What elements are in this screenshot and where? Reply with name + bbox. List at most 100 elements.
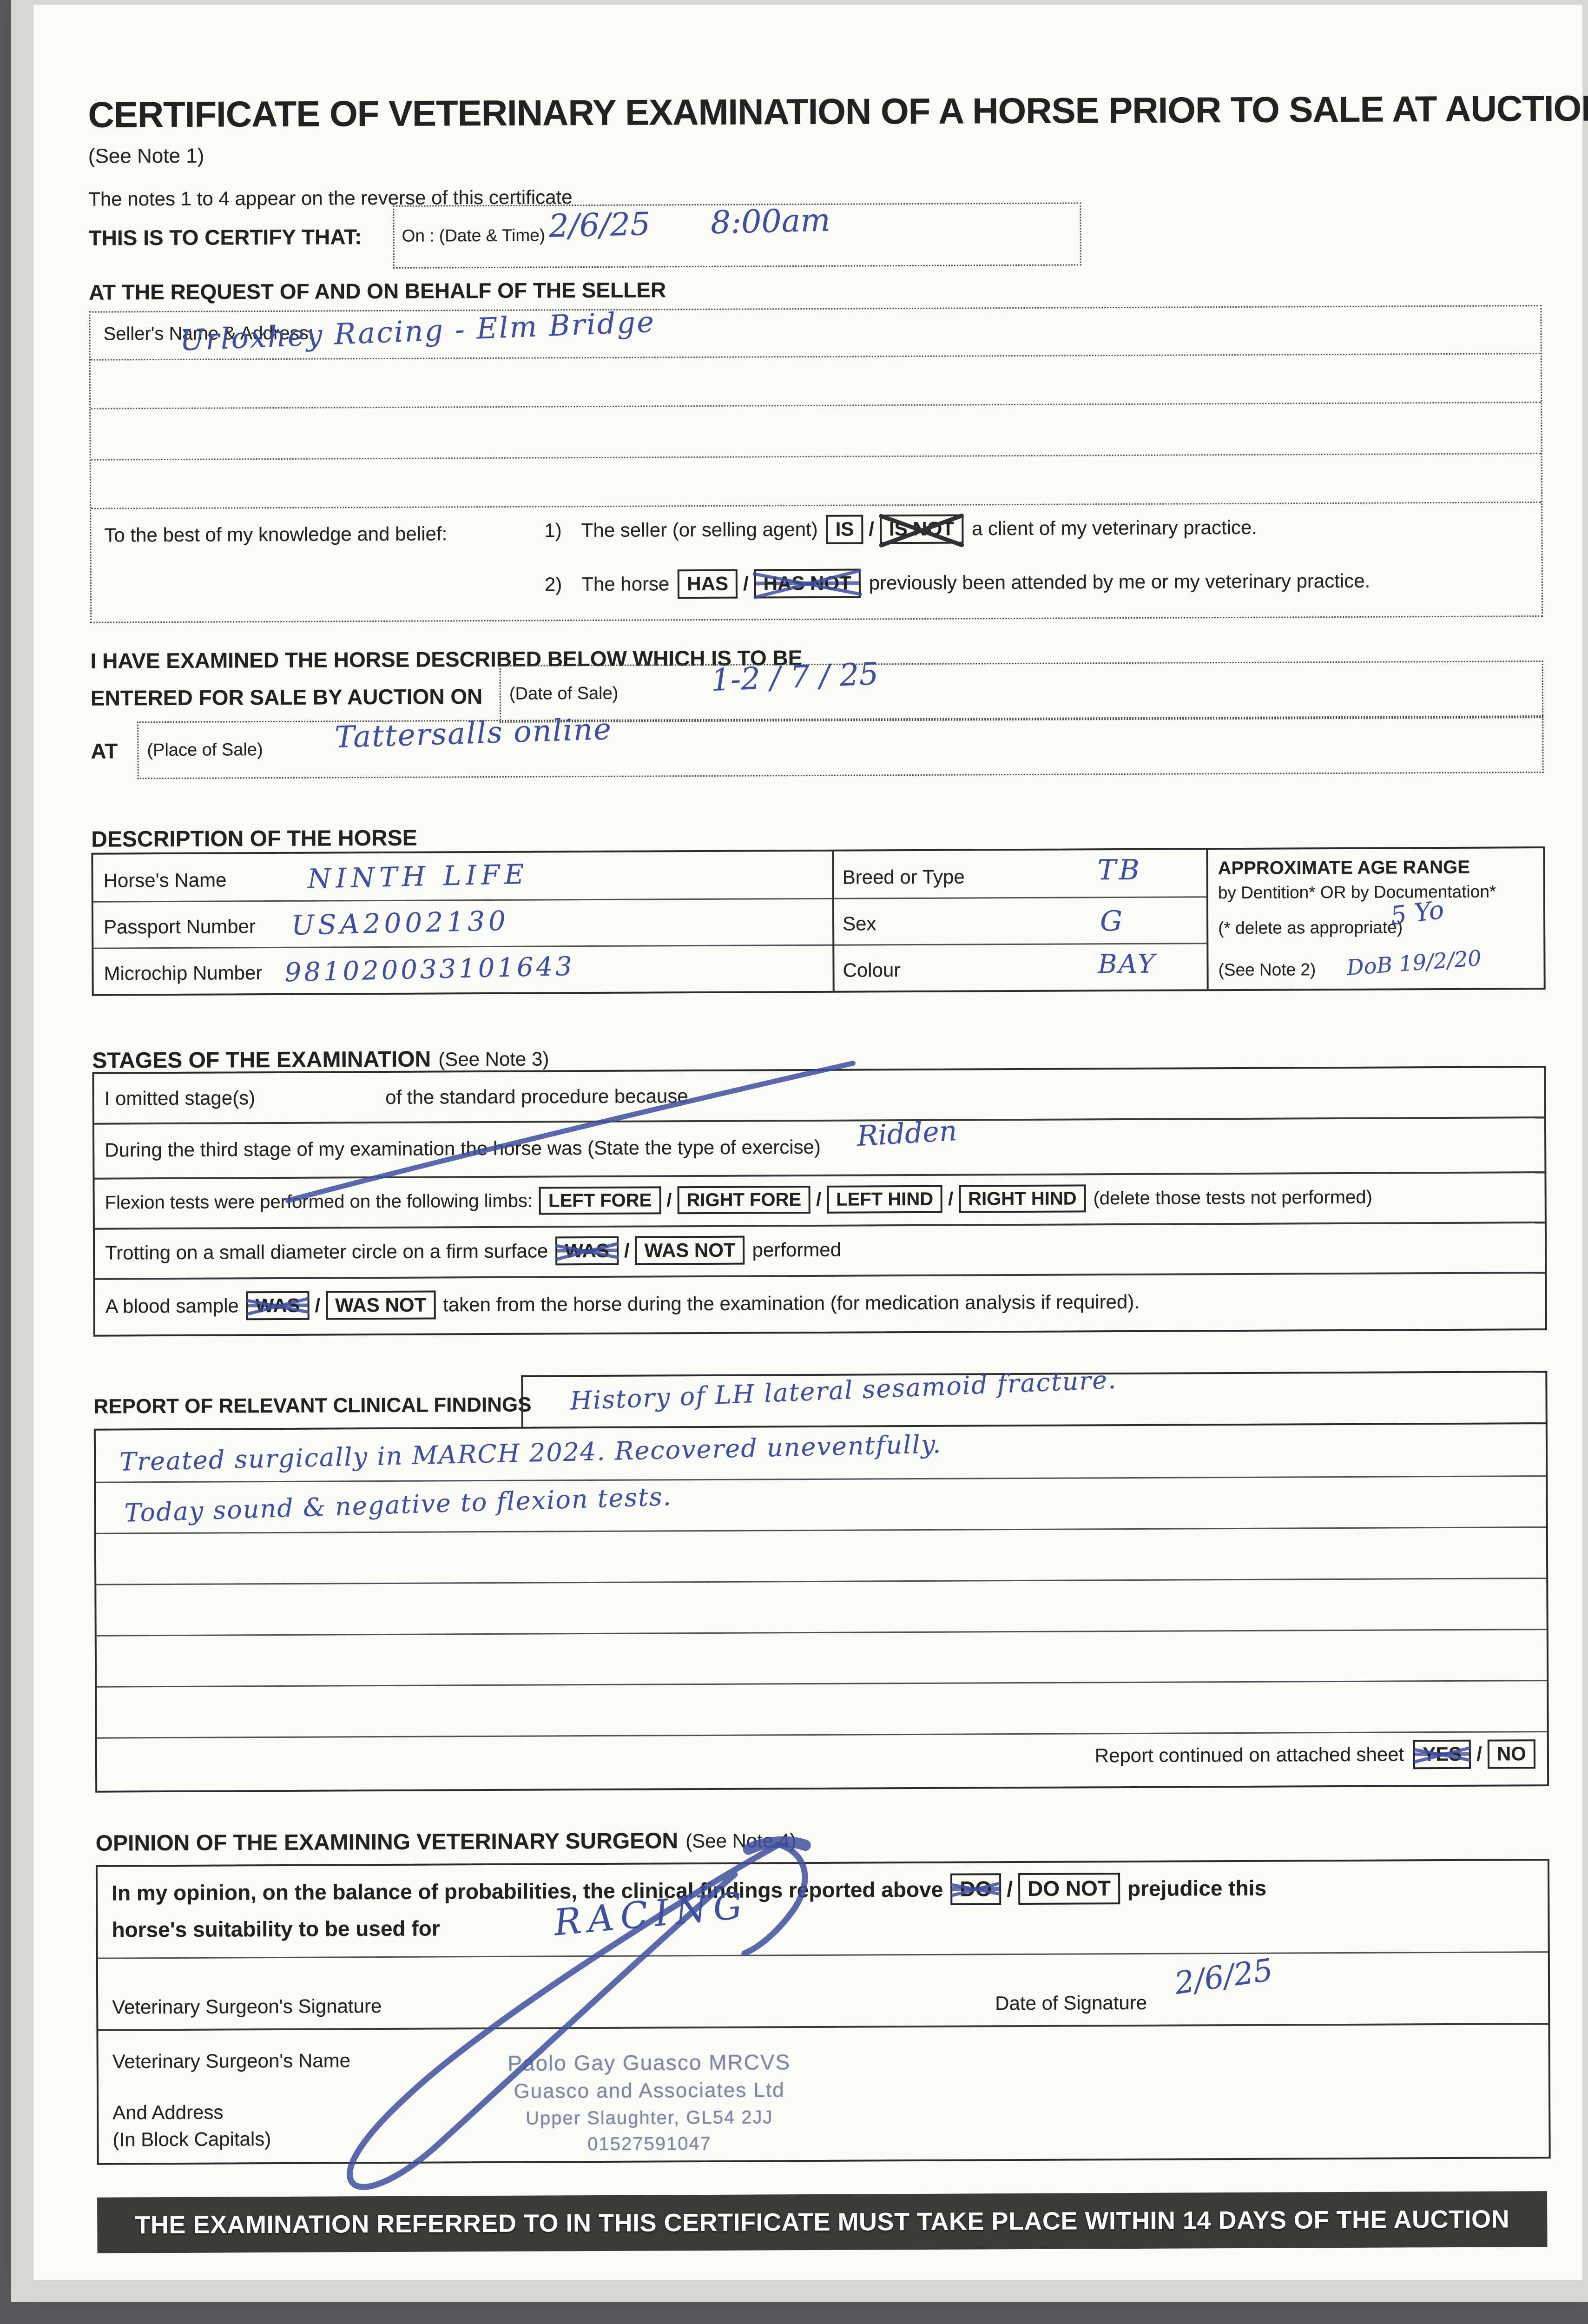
blood-was-struck: WAS (246, 1291, 310, 1320)
opinion-pre: In my opinion, on the balance of probabi… (112, 1877, 943, 1905)
age-range-line2: by Dentition* OR by Documentation* (1218, 882, 1496, 903)
trotting-was-struck: WAS (555, 1236, 619, 1266)
option-slash: / (624, 1239, 630, 1261)
table-row-line (93, 896, 1206, 903)
ruled-line (96, 1526, 1546, 1534)
ruled-line (96, 1629, 1547, 1637)
footer-banner: THE EXAMINATION REFERRED TO IN THIS CERT… (97, 2191, 1548, 2253)
table-col-line (1206, 850, 1209, 990)
do-not-option: DO NOT (1018, 1873, 1120, 1905)
age-range-line3: (* delete as appropriate) (1218, 918, 1403, 938)
item-2-text: The horse (581, 573, 670, 595)
continued-no: NO (1487, 1739, 1536, 1769)
ruled-line (98, 2023, 1548, 2031)
findings-box: Report continued on attached sheet YES /… (93, 1422, 1549, 1793)
omitted-stages-row: I omitted stage(s) of the standard proce… (104, 1071, 688, 1122)
microchip-label: Microchip Number (104, 962, 263, 984)
option-slash: / (1007, 1876, 1013, 1901)
sex-label: Sex (842, 912, 876, 935)
opinion-line-2: horse's suitability to be used for (112, 1916, 440, 1942)
right-fore-option: RIGHT FORE (677, 1185, 811, 1215)
option-slash: / (666, 1189, 672, 1210)
report-continued-label: Report continued on attached sheet (1094, 1743, 1404, 1767)
knowledge-item-2: 2) The horse HAS / HAS NOT previously be… (545, 567, 1371, 599)
is-not-option-struck: IS NOT (879, 514, 964, 544)
age-range-note: (See Note 2) (1218, 960, 1316, 980)
belief-label: To the best of my knowledge and belief: (104, 522, 448, 546)
item-2-number: 2) (544, 573, 562, 595)
ruled-line (91, 402, 1541, 409)
is-option: IS (826, 515, 863, 544)
has-not-option-struck: HAS NOT (754, 568, 861, 598)
option-slash: / (869, 518, 875, 540)
at-label: AT (91, 739, 118, 763)
ruled-line (97, 1680, 1547, 1688)
ruled-line (98, 1951, 1548, 1959)
place-of-sale-label: (Place of Sale) (147, 740, 263, 760)
certificate-page: CERTIFICATE OF VETERINARY EXAMINATION OF… (33, 5, 1588, 2280)
exercise-value: Ridden (856, 1115, 958, 1153)
opinion-heading: OPINION OF THE EXAMINING VETERINARY SURG… (95, 1829, 679, 1856)
right-hind-option: RIGHT HIND (959, 1184, 1086, 1213)
stamp-name: Paolo Gay Guasco MRCVS (507, 2050, 791, 2075)
surgeon-name-label: Veterinary Surgeon's Name (112, 2049, 351, 2073)
do-option-struck: DO (950, 1873, 1002, 1905)
page-title: CERTIFICATE OF VETERINARY EXAMINATION OF… (88, 87, 1588, 135)
colour-label: Colour (843, 959, 901, 981)
colour-value: BAY (1098, 949, 1156, 980)
ruled-line (97, 1731, 1547, 1739)
ruled-line (91, 453, 1541, 461)
third-stage-row: During the third stage of my examination… (105, 1120, 821, 1178)
stamp-phone: 01527591047 (587, 2133, 712, 2155)
datetime-value: 2/6/25 8:00am (548, 202, 831, 245)
table-col-line (832, 851, 835, 991)
seller-box: Seller's Name & Address: To the best of … (89, 305, 1543, 623)
signature-label: Veterinary Surgeon's Signature (112, 1995, 382, 2018)
passport-value: USA2002130 (291, 905, 510, 941)
stages-table: I omitted stage(s) of the standard proce… (92, 1066, 1547, 1337)
stamp-address: Upper Slaughter, GL54 2JJ (525, 2107, 773, 2129)
blood-pre: A blood sample (105, 1294, 239, 1317)
omitted-pre: I omitted stage(s) (104, 1086, 256, 1109)
trotting-pre: Trotting on a small diameter circle on a… (105, 1240, 548, 1264)
horse-name-label: Horse's Name (103, 869, 227, 891)
see-note-1: (See Note 1) (88, 144, 204, 168)
stages-heading: STAGES OF THE EXAMINATION (92, 1047, 431, 1073)
item-2-tail: previously been attended by me or my vet… (869, 569, 1371, 594)
certify-label: THIS IS TO CERTIFY THAT: (88, 224, 362, 250)
trotting-post: performed (752, 1238, 842, 1261)
stages-note: (See Note 3) (438, 1047, 549, 1070)
date-of-signature-label: Date of Signature (995, 1991, 1147, 2014)
blood-post: taken from the horse during the examinat… (443, 1290, 1140, 1316)
has-option: HAS (678, 569, 738, 599)
request-line: AT THE REQUEST OF AND ON BEHALF OF THE S… (89, 277, 666, 304)
flexion-tests-row: Flexion tests were performed on the foll… (105, 1172, 1372, 1228)
date-of-sale-label: (Date of Sale) (509, 683, 619, 704)
flexion-pre: Flexion tests were performed on the foll… (105, 1190, 533, 1213)
age-range-heading: APPROXIMATE AGE RANGE (1218, 857, 1470, 879)
blood-was-not: WAS NOT (326, 1290, 436, 1320)
opinion-note: (See Note 4) (685, 1829, 797, 1852)
horse-name-value: NINTH LIFE (307, 858, 529, 895)
breed-value: TB (1097, 853, 1142, 887)
address-label: And Address (112, 2101, 224, 2124)
breed-label: Breed or Type (842, 865, 965, 888)
left-hind-option: LEFT HIND (827, 1185, 943, 1214)
continued-yes-struck: YES (1413, 1739, 1471, 1769)
option-slash: / (1476, 1743, 1482, 1765)
report-continued-row: Report continued on attached sheet YES /… (1094, 1739, 1536, 1770)
stamp-company: Guasco and Associates Ltd (514, 2079, 785, 2103)
description-heading: DESCRIPTION OF THE HORSE (91, 825, 417, 852)
item-1-text: The seller (or selling agent) (581, 518, 818, 541)
third-stage-text: During the third stage of my examination… (105, 1136, 821, 1161)
sex-value: G (1100, 905, 1123, 938)
ruled-line (96, 1475, 1546, 1483)
item-1-number: 1) (544, 519, 562, 541)
findings-heading: REPORT OF RELEVANT CLINICAL FINDINGS (93, 1393, 532, 1418)
option-slash: / (743, 572, 749, 594)
option-slash: / (816, 1189, 822, 1210)
omitted-post: of the standard procedure because (385, 1084, 688, 1108)
knowledge-item-1: 1) The seller (or selling agent) IS / IS… (544, 513, 1257, 545)
table-row-line (93, 943, 1207, 949)
